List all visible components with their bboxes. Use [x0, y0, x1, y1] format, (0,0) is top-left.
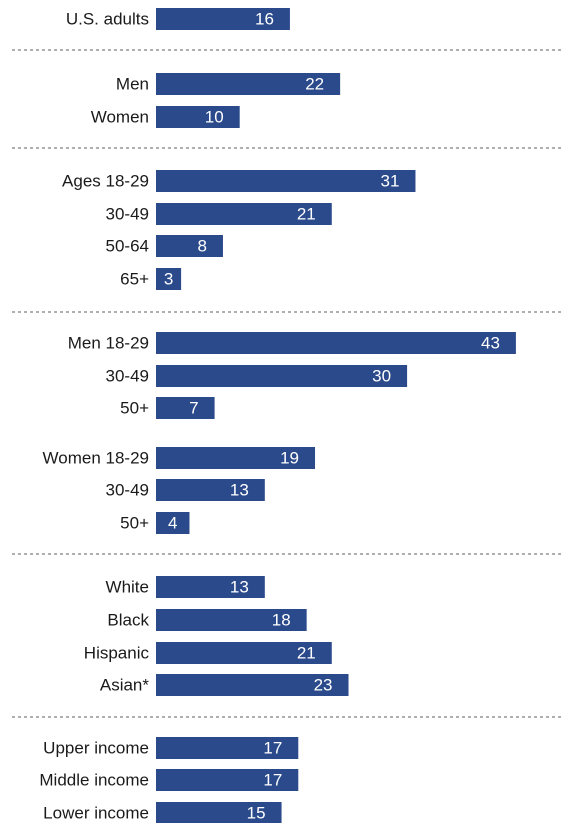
- bar-row: 50-64 8: [106, 235, 223, 257]
- bar-row: 65+ 3: [120, 268, 182, 290]
- category-label: 30-49: [106, 367, 149, 386]
- value-label: 18: [272, 611, 291, 630]
- value-label: 30: [372, 367, 391, 386]
- category-label: 50+: [120, 399, 149, 418]
- value-label: 17: [263, 739, 282, 758]
- category-label: 65+: [120, 270, 149, 289]
- category-label: Upper income: [43, 739, 149, 758]
- bar: [156, 609, 307, 631]
- bar-row: Men 18-29 43: [68, 332, 516, 354]
- bar: [156, 802, 282, 823]
- category-label: U.S. adults: [66, 10, 149, 29]
- bar-row: U.S. adults 16: [66, 8, 290, 30]
- bar-row: 30-49 30: [106, 365, 408, 387]
- bar: [156, 479, 265, 501]
- category-label: Women: [91, 108, 149, 127]
- category-label: Asian*: [100, 676, 150, 695]
- category-label: Hispanic: [84, 644, 150, 663]
- value-label: 15: [247, 804, 266, 823]
- category-label: Men 18-29: [68, 334, 149, 353]
- bar-row: 30-49 13: [106, 479, 265, 501]
- bar: [156, 268, 182, 290]
- category-label: 30-49: [106, 205, 149, 224]
- category-label: 50-64: [106, 237, 149, 256]
- value-label: 43: [481, 334, 500, 353]
- group-dividers: [12, 49, 563, 718]
- value-label: 23: [314, 676, 333, 695]
- bar: [156, 106, 240, 128]
- bar: [156, 447, 316, 469]
- value-label: 4: [168, 514, 177, 533]
- bar-row: White 13: [106, 576, 265, 598]
- bar-row: Lower income 15: [43, 802, 282, 823]
- value-label: 16: [255, 10, 274, 29]
- value-label: 21: [297, 205, 316, 224]
- value-label: 7: [189, 399, 198, 418]
- bar: [156, 674, 349, 696]
- category-label: Middle income: [39, 771, 149, 790]
- bar-row: Middle income 17: [39, 769, 299, 791]
- bar: [156, 365, 408, 387]
- category-label: Ages 18-29: [62, 172, 149, 191]
- bar-row: Hispanic 21: [84, 642, 332, 664]
- bar-row: Black 18: [107, 609, 307, 631]
- category-label: Lower income: [43, 804, 149, 823]
- bar-row: Women 10: [91, 106, 240, 128]
- bar: [156, 576, 265, 598]
- bar-row: 50+ 7: [120, 397, 215, 419]
- value-label: 31: [381, 172, 400, 191]
- bar: [156, 332, 516, 354]
- value-label: 8: [197, 237, 206, 256]
- value-label: 10: [205, 108, 224, 127]
- bar: [156, 203, 332, 225]
- value-label: 21: [297, 644, 316, 663]
- value-label: 17: [263, 771, 282, 790]
- value-label: 13: [230, 578, 249, 597]
- category-label: 50+: [120, 514, 149, 533]
- value-label: 19: [280, 449, 299, 468]
- value-label: 22: [305, 75, 324, 94]
- bar: [156, 397, 215, 419]
- bar: [156, 235, 223, 257]
- bar-row: 30-49 21: [106, 203, 332, 225]
- value-label: 13: [230, 481, 249, 500]
- bar-row: Ages 18-29 31: [62, 170, 416, 192]
- bar-row: Asian* 23: [100, 674, 349, 696]
- bar-row: Men 22: [116, 73, 341, 95]
- category-label: 30-49: [106, 481, 149, 500]
- category-label: Black: [107, 611, 149, 630]
- bar-rows: U.S. adults 16 Men 22 Women 10 Ages 18-29 31 30-…: [39, 8, 516, 823]
- bar-row: 50+ 4: [120, 512, 190, 534]
- bar: [156, 512, 190, 534]
- bar: [156, 642, 332, 664]
- bar: [156, 73, 341, 95]
- category-label: Women 18-29: [43, 449, 149, 468]
- bar: [156, 769, 299, 791]
- category-label: White: [106, 578, 149, 597]
- bar-row: Women 18-29 19: [43, 447, 316, 469]
- value-label: 3: [164, 270, 173, 289]
- category-label: Men: [116, 75, 149, 94]
- bar: [156, 737, 299, 759]
- bar: [156, 170, 416, 192]
- bar-row: Upper income 17: [43, 737, 299, 759]
- bar: [156, 8, 290, 30]
